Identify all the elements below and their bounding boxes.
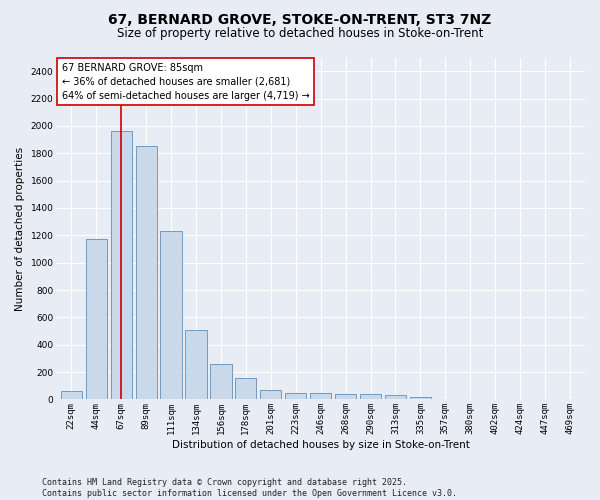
Y-axis label: Number of detached properties: Number of detached properties [15, 146, 25, 310]
Text: Size of property relative to detached houses in Stoke-on-Trent: Size of property relative to detached ho… [117, 28, 483, 40]
Bar [61, 391, 82, 400]
Bar [235, 378, 256, 400]
Bar [435, 398, 456, 400]
Bar [485, 398, 506, 400]
Bar [285, 392, 307, 400]
Text: Contains HM Land Registry data © Crown copyright and database right 2025.
Contai: Contains HM Land Registry data © Crown c… [42, 478, 457, 498]
Bar [360, 394, 381, 400]
Bar [310, 392, 331, 400]
Bar [185, 330, 206, 400]
Bar [260, 390, 281, 400]
Bar [410, 396, 431, 400]
Bar [136, 146, 157, 400]
Bar [535, 398, 556, 400]
Bar [509, 398, 531, 400]
Bar [211, 364, 232, 400]
Bar [460, 398, 481, 400]
X-axis label: Distribution of detached houses by size in Stoke-on-Trent: Distribution of detached houses by size … [172, 440, 470, 450]
Bar [160, 231, 182, 400]
Text: 67, BERNARD GROVE, STOKE-ON-TRENT, ST3 7NZ: 67, BERNARD GROVE, STOKE-ON-TRENT, ST3 7… [109, 12, 491, 26]
Bar [86, 240, 107, 400]
Bar [559, 398, 581, 400]
Bar [110, 132, 132, 400]
Bar [335, 394, 356, 400]
Text: 67 BERNARD GROVE: 85sqm
← 36% of detached houses are smaller (2,681)
64% of semi: 67 BERNARD GROVE: 85sqm ← 36% of detache… [62, 62, 310, 100]
Bar [385, 396, 406, 400]
